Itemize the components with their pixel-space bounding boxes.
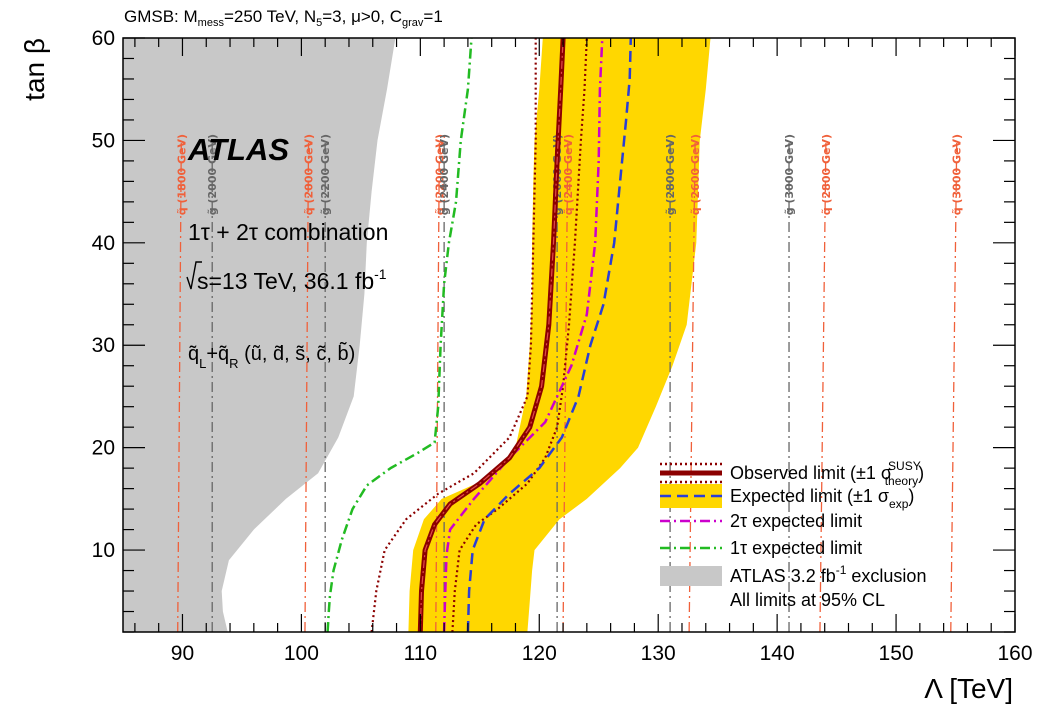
- y-axis-label: tan β: [19, 38, 50, 101]
- contour-line-7: [562, 142, 569, 632]
- x-tick-label: 150: [879, 642, 914, 665]
- plot-area: q̃ (1800 GeV) g̃ (2000 GeV) q̃ (2000 GeV) g…: [123, 38, 964, 632]
- legend-swatch-prev: [660, 566, 722, 586]
- x-axis-label: Λ [TeV]: [924, 673, 1013, 704]
- contour-label-0: q̃ (1800 GeV): [175, 134, 188, 215]
- contour-line-2: [304, 142, 310, 632]
- sqrt-symbol: [186, 261, 202, 290]
- contour-line-12: [950, 142, 958, 632]
- x-tick-label: 130: [641, 642, 676, 665]
- contour-label-3: g̃ (2200 GeV): [319, 134, 332, 215]
- series-line-6: [442, 38, 604, 632]
- y-tick-label: 50: [92, 129, 115, 152]
- atlas-label: ATLAS: [187, 132, 289, 167]
- y-tick-label: 60: [92, 27, 115, 50]
- contour-label-4: q̃ (2200 GeV): [433, 134, 446, 215]
- contour-label-7: q̃ (2400 GeV): [562, 134, 575, 215]
- contour-label-11: q̃ (2800 GeV): [820, 134, 833, 215]
- series-prev-exclusion: [123, 38, 396, 632]
- legend-label-1tau: 1τ expected limit: [730, 538, 862, 558]
- series-expected-band: [408, 38, 711, 632]
- legend-entry-observed: Observed limit (±1 σSUSY theory): [660, 459, 924, 488]
- axis-ticks: 90 100 110 120 130 140 150 160 10 20 30 40 50 60: [92, 27, 1033, 665]
- mass-contour-layer: q̃ (1800 GeV) g̃ (2000 GeV) q̃ (2000 GeV) g…: [175, 134, 964, 632]
- legend-entry-2tau: 2τ expected limit: [660, 511, 862, 531]
- y-tick-label: 30: [92, 334, 115, 357]
- contour-label-2: q̃ (2000 GeV): [303, 134, 316, 215]
- series-line-7: [326, 38, 473, 632]
- squark-label: q̃L+q̃R (ũ, d̃, s̃, c̃, b̃): [188, 342, 355, 371]
- legend-label-prev: ATLAS 3.2 fb-1 exclusion: [730, 563, 926, 586]
- energy-lumi-text: s=13 TeV, 36.1 fb-1: [197, 266, 387, 294]
- limit-lines-layer: [326, 38, 633, 632]
- x-tick-label: 160: [997, 642, 1032, 665]
- contour-label-1: g̃ (2000 GeV): [206, 134, 219, 215]
- legend-entry-1tau: 1τ expected limit: [660, 538, 862, 558]
- contour-line-4: [435, 142, 441, 632]
- energy-lumi-label: s=13 TeV, 36.1 fb-1: [186, 261, 387, 294]
- legend-label-expected: Expected limit (±1 σexp): [730, 486, 914, 511]
- y-tick-label: 10: [92, 539, 115, 562]
- x-tick-label: 90: [171, 642, 194, 665]
- series-line-2: [451, 38, 588, 632]
- previous-exclusion-layer: [123, 38, 396, 632]
- plot-frame: [122, 37, 1016, 633]
- series-line-observed-overlay: [419, 38, 564, 632]
- legend-entry-prev: ATLAS 3.2 fb-1 exclusion: [660, 563, 926, 586]
- x-tick-label: 100: [284, 642, 319, 665]
- contour-label-5: g̃ (2400 GeV): [438, 134, 451, 215]
- contour-line-0: [177, 142, 182, 632]
- contour-label-12: q̃ (3000 GeV): [951, 134, 964, 215]
- x-tick-label: 140: [760, 642, 795, 665]
- y-tick-label: 20: [92, 437, 115, 460]
- contour-label-10: g̃ (3000 GeV): [783, 134, 796, 215]
- legend-label-2tau: 2τ expected limit: [730, 511, 862, 531]
- legend-label-cl: All limits at 95% CL: [730, 590, 885, 610]
- x-tick-label: 110: [404, 642, 437, 665]
- chart-title: GMSB: Mmess=250 TeV, N5=3, μ>0, Cgrav=1: [124, 7, 443, 29]
- series-line-3: [466, 38, 633, 632]
- legend-entry-expected: Expected limit (±1 σexp): [660, 484, 914, 511]
- y-tick-label: 40: [92, 232, 115, 255]
- x-tick-label: 120: [522, 642, 557, 665]
- expected-band-layer: [408, 38, 711, 632]
- legend-label-observed: Observed limit (±1 σSUSY theory): [730, 459, 924, 488]
- contour-line-9: [688, 142, 696, 632]
- contour-label-9: q̃ (2600 GeV): [689, 134, 702, 215]
- combination-label: 1τ + 2τ combination: [188, 219, 388, 245]
- legend: Observed limit (±1 σSUSY theory) Expected…: [660, 459, 926, 610]
- contour-line-11: [819, 142, 827, 632]
- contour-label-8: g̃ (2800 GeV): [664, 134, 677, 215]
